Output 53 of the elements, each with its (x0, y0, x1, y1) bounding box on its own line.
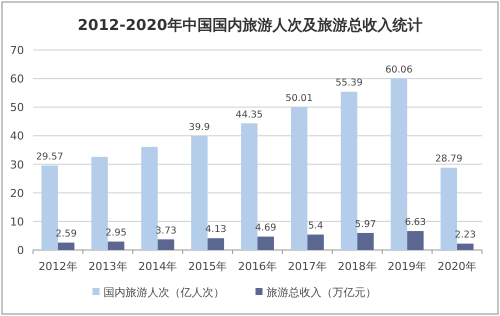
bar (41, 166, 58, 250)
bar (58, 242, 74, 250)
x-tick-label: 2012年 (38, 260, 78, 273)
x-tick-label: 2014年 (138, 260, 178, 273)
y-tick-label: 10 (10, 215, 24, 228)
bar (307, 234, 324, 250)
x-tick-label: 2016年 (238, 260, 277, 273)
bar (407, 231, 424, 250)
y-tick-label: 40 (10, 130, 24, 143)
y-tick-label: 0 (17, 244, 24, 257)
chart-title: 2012-2020年中国国内旅游人次及旅游总收入统计 (78, 16, 422, 34)
data-label: 5.97 (354, 218, 376, 230)
x-tick-label: 2017年 (288, 260, 327, 273)
data-label: 4.69 (255, 222, 276, 234)
bar (208, 238, 224, 250)
data-label: 50.01 (286, 93, 313, 104)
y-tick-label: 70 (10, 44, 24, 57)
data-label: 2.23 (454, 230, 476, 241)
legend-label: 旅游总收入（万亿元） (266, 286, 376, 299)
bar (457, 244, 474, 250)
data-label: 2.95 (105, 228, 127, 239)
bar (390, 78, 408, 250)
data-label: 3.73 (155, 225, 177, 236)
data-label: 29.57 (36, 152, 64, 163)
legend-label: 国内旅游人次（亿人次） (104, 286, 224, 299)
x-tick-label: 2020年 (438, 260, 477, 273)
bar (357, 232, 374, 250)
data-label: 60.06 (385, 64, 413, 76)
x-tick-label: 2015年 (188, 260, 228, 273)
y-tick-label: 50 (10, 101, 24, 114)
bar (91, 156, 108, 250)
data-label: 6.63 (404, 217, 426, 228)
x-tick-label: 2019年 (388, 260, 427, 273)
data-label: 39.9 (188, 122, 210, 133)
y-tick-label: 60 (10, 72, 24, 86)
bar (241, 123, 258, 250)
bar (141, 146, 158, 250)
bar (108, 242, 124, 250)
y-tick-label: 20 (10, 186, 24, 200)
bar (258, 236, 274, 250)
bar (158, 239, 174, 250)
y-tick-label: 30 (10, 158, 24, 172)
data-label: 28.79 (435, 154, 462, 165)
data-label: 44.35 (236, 109, 263, 120)
x-tick-label: 2013年 (88, 260, 128, 273)
data-label: 4.13 (205, 224, 226, 236)
bar (340, 92, 358, 250)
x-tick-label: 2018年 (338, 260, 377, 273)
data-label: 55.39 (335, 78, 363, 89)
bar (440, 168, 458, 250)
data-label: 5.4 (308, 220, 324, 232)
data-label: 2.59 (56, 228, 77, 240)
bar (290, 107, 308, 250)
